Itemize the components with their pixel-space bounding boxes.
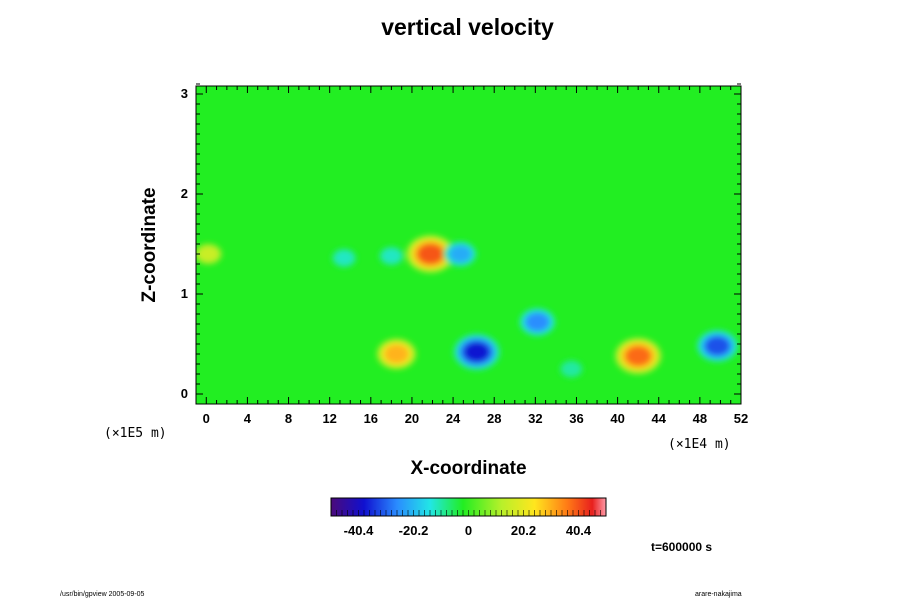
colorbar-tick-label: -40.4	[343, 523, 374, 538]
x-tick-label: 20	[404, 411, 420, 426]
y-unit-label: (×1E5 m)	[104, 426, 167, 441]
x-tick-label: 32	[528, 411, 543, 426]
colorbar-tick-label: 0	[464, 523, 473, 538]
x-tick-label: 28	[486, 411, 502, 426]
time-label: t=600000 s	[651, 540, 713, 554]
x-tick-label: 16	[363, 411, 379, 426]
field-feature-7-ring-3	[334, 250, 354, 266]
y-tick-label: 3	[180, 86, 188, 101]
y-axis-label: Z-coordinate	[139, 187, 160, 303]
y-tick-label: 1	[180, 286, 188, 301]
x-tick-label: 40	[610, 411, 625, 426]
colorbar-tick-label: 20.2	[510, 523, 537, 538]
x-axis-label: X-coordinate	[410, 458, 527, 479]
field-feature-10-ring-3	[198, 246, 219, 262]
footer-author: arare-nakajima	[695, 591, 742, 598]
field-feature-1-ring-3	[625, 346, 651, 366]
field-feature-8-ring-3	[562, 362, 581, 376]
field-layer	[196, 235, 739, 379]
x-tick-label: 48	[692, 411, 708, 426]
x-tick-label: 52	[733, 411, 749, 426]
tick-marks	[196, 83, 742, 404]
chart-title: vertical velocity	[381, 14, 554, 40]
field-feature-9-ring-3	[381, 248, 401, 264]
x-tick-label: 8	[284, 411, 293, 426]
field-feature-2-ring-3	[417, 244, 444, 264]
colorbar-tick-label: 40.4	[565, 523, 592, 538]
field-feature-4-ring-3	[705, 336, 730, 356]
x-tick-label: 44	[651, 411, 666, 426]
x-tick-label: 36	[569, 411, 584, 426]
field-feature-3-ring-3	[463, 342, 490, 362]
plot-frame	[195, 85, 742, 405]
colorbar-tick-marks	[330, 510, 607, 516]
colorbar-tick-label: -20.2	[398, 523, 429, 538]
field-feature-5-ring-3	[449, 245, 472, 263]
x-unit-label: (×1E4 m)	[668, 437, 731, 452]
x-tick-label: 4	[243, 411, 252, 426]
x-tick-label: 24	[445, 411, 461, 426]
x-tick-label: 0	[202, 411, 210, 426]
field-feature-6-ring-3	[526, 313, 549, 331]
field-feature-0-ring-3	[384, 345, 409, 363]
x-tick-label: 12	[322, 411, 337, 426]
footer-command: /usr/bin/gpview 2005-09-05	[60, 591, 145, 598]
y-tick-label: 0	[180, 386, 188, 401]
y-tick-label: 2	[180, 186, 188, 201]
